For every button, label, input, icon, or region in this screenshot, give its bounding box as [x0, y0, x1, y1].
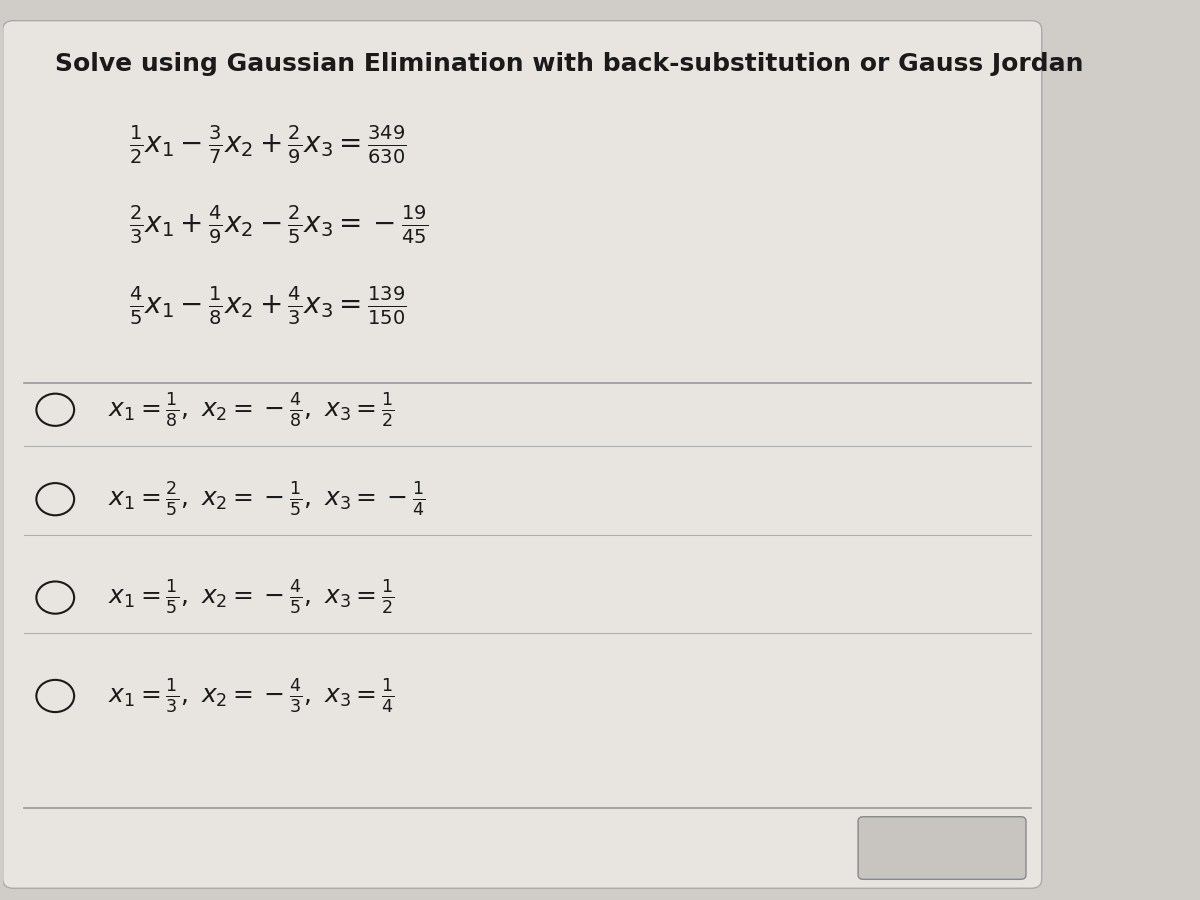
Text: $\frac{2}{3}x_1 + \frac{4}{9}x_2 - \frac{2}{5}x_3 = -\frac{19}{45}$: $\frac{2}{3}x_1 + \frac{4}{9}x_2 - \frac… [128, 204, 428, 246]
Text: $\frac{1}{2}x_1 - \frac{3}{7}x_2 + \frac{2}{9}x_3 = \frac{349}{630}$: $\frac{1}{2}x_1 - \frac{3}{7}x_2 + \frac… [128, 123, 407, 166]
Text: $\frac{4}{5}x_1 - \frac{1}{8}x_2 + \frac{4}{3}x_3 = \frac{139}{150}$: $\frac{4}{5}x_1 - \frac{1}{8}x_2 + \frac… [128, 284, 407, 327]
Text: Next ►: Next ► [908, 839, 976, 857]
FancyBboxPatch shape [2, 21, 1042, 888]
FancyBboxPatch shape [858, 816, 1026, 879]
Text: $x_1 = \frac{1}{3},\ x_2 = -\frac{4}{3},\ x_3 = \frac{1}{4}$: $x_1 = \frac{1}{3},\ x_2 = -\frac{4}{3},… [108, 677, 395, 715]
Text: Solve using Gaussian Elimination with back-substitution or Gauss Jordan: Solve using Gaussian Elimination with ba… [55, 52, 1084, 76]
Text: $x_1 = \frac{2}{5},\ x_2 = -\frac{1}{5},\ x_3 = -\frac{1}{4}$: $x_1 = \frac{2}{5},\ x_2 = -\frac{1}{5},… [108, 481, 425, 518]
Text: $x_1 = \frac{1}{8},\ x_2 = -\frac{4}{8},\ x_3 = \frac{1}{2}$: $x_1 = \frac{1}{8},\ x_2 = -\frac{4}{8},… [108, 391, 395, 428]
Text: $x_1 = \frac{1}{5},\ x_2 = -\frac{4}{5},\ x_3 = \frac{1}{2}$: $x_1 = \frac{1}{5},\ x_2 = -\frac{4}{5},… [108, 579, 395, 617]
